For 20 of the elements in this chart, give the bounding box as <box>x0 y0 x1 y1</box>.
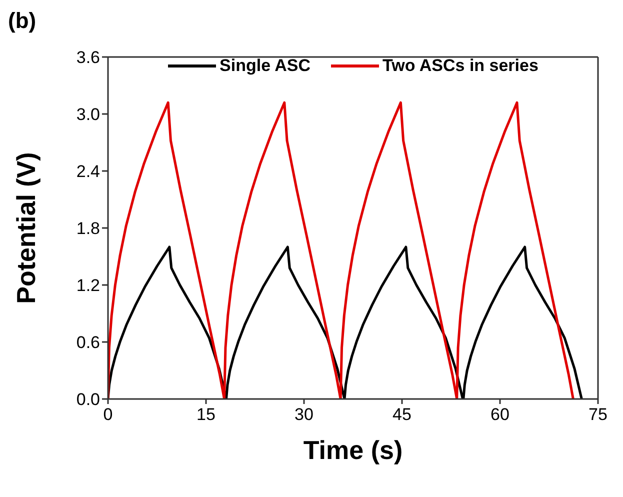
x-tick-label: 15 <box>196 405 216 424</box>
x-tick-label: 60 <box>490 405 510 424</box>
x-tick-label: 45 <box>392 405 412 424</box>
legend-label: Single ASC <box>218 56 311 76</box>
line-series <box>108 101 574 399</box>
x-tick-label: 30 <box>294 405 314 424</box>
y-tick-label: 0.0 <box>76 390 100 410</box>
y-tick-label: 1.8 <box>76 219 100 238</box>
y-tick-label: 3.6 <box>76 48 100 68</box>
y-axis-title: Potential (V) <box>11 152 42 304</box>
x-axis-title: Time (s) <box>303 435 403 465</box>
x-tick-label: 0 <box>103 405 113 424</box>
line-series <box>108 246 583 399</box>
y-tick-label: 1.2 <box>76 276 100 296</box>
y-tick-label: 2.4 <box>76 162 100 182</box>
legend-label: Two ASCs in series <box>382 56 538 76</box>
chart-title: (b) <box>8 8 36 34</box>
y-tick-label: 0.6 <box>76 333 100 352</box>
y-tick-label: 3.0 <box>76 105 100 124</box>
x-tick-label: 75 <box>588 405 608 424</box>
